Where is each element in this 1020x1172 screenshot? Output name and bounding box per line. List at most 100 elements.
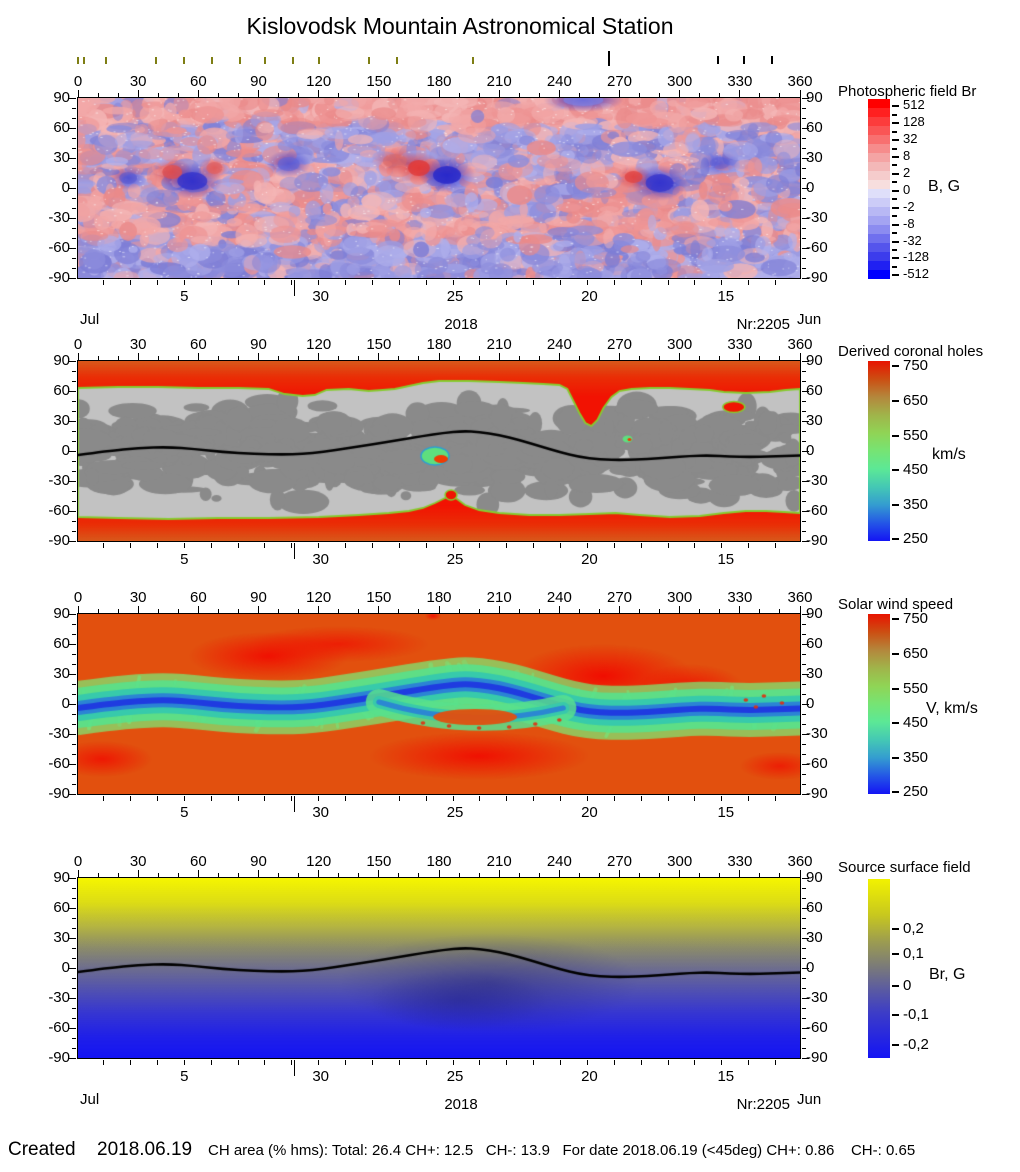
lat-tick-label: 60 [806, 382, 823, 399]
coronal-holes-map-frame [77, 360, 801, 542]
lat-tick-mark [72, 743, 76, 745]
lat-tick-mark [72, 107, 76, 109]
lat-tick-mark [69, 510, 76, 512]
lat-tick-label: 90 [806, 89, 823, 106]
lon-tick-label: 60 [189, 73, 207, 90]
month-boundary-tick [294, 280, 296, 296]
date-day-tick [183, 280, 185, 285]
source-surface-map-frame [77, 877, 801, 1059]
lon-tick-mark [237, 609, 239, 613]
lon-tick-mark [117, 609, 119, 613]
date-day-tick [371, 1060, 373, 1065]
lat-tick-label: -30 [806, 472, 828, 489]
lat-tick-mark [72, 693, 76, 695]
lat-tick-mark [802, 927, 806, 929]
lat-tick-mark [69, 937, 76, 939]
date-day-tick [291, 280, 293, 285]
date-day-tick [533, 1060, 535, 1065]
lon-tick-label: 150 [366, 73, 392, 90]
lon-tick-mark [137, 90, 139, 97]
coronal-holes-map [78, 361, 800, 541]
lon-tick-mark [378, 90, 380, 97]
lat-tick-mark [802, 460, 806, 462]
lat-tick-label: 90 [806, 352, 823, 369]
date-day-tick [398, 796, 400, 801]
lon-tick-mark [619, 90, 620, 97]
date-label: 15 [717, 288, 735, 305]
colorbar-title-solar-wind: Solar wind speed [838, 596, 954, 613]
date-day-tick [237, 796, 239, 801]
lat-tick-mark [72, 227, 76, 229]
lon-tick-label: 240 [546, 336, 572, 353]
lat-tick-mark [802, 653, 806, 655]
date-day-tick [775, 280, 777, 285]
colorbar-segment [868, 153, 890, 162]
lon-tick-label: 330 [727, 853, 753, 870]
lat-tick-mark [72, 197, 76, 199]
lat-tick-mark [802, 267, 806, 269]
lat-tick-mark [802, 713, 806, 715]
lon-tick-mark [759, 873, 761, 877]
colorbar-tick-label: -8 [903, 215, 915, 231]
month-boundary-tick [294, 1060, 296, 1076]
date-day-tick [318, 543, 320, 548]
lon-tick-mark [438, 90, 440, 97]
lon-tick-mark [739, 90, 741, 97]
lat-tick-mark [69, 450, 76, 452]
lat-tick-label: 0 [806, 179, 815, 196]
lat-tick-mark [802, 793, 809, 795]
lon-tick-mark [258, 90, 259, 97]
date-day-tick [479, 543, 481, 548]
lat-tick-mark [72, 753, 76, 755]
lat-tick-mark [69, 420, 76, 422]
lat-tick-label: 60 [53, 635, 70, 652]
date-day-tick [425, 543, 427, 548]
lon-tick-mark [639, 93, 641, 97]
colorbar-segment [868, 144, 890, 153]
lat-tick-mark [72, 887, 76, 889]
ruler-tick [155, 57, 158, 64]
lon-tick-mark [518, 873, 520, 877]
lon-tick-label: 270 [606, 853, 633, 870]
lon-tick-mark [619, 870, 620, 877]
lon-tick-label: 30 [129, 853, 147, 870]
lat-tick-mark [802, 227, 806, 229]
lat-tick-mark [802, 773, 806, 775]
date-day-tick [291, 543, 293, 548]
lon-tick-mark [197, 870, 199, 877]
date-day-tick [264, 1060, 266, 1065]
lon-tick-mark [498, 606, 500, 613]
colorbar-tick-label: -0,1 [903, 1006, 929, 1024]
lon-tick-mark [97, 93, 99, 97]
lon-tick-mark [719, 356, 721, 360]
colorbar-segment [868, 198, 890, 207]
colorbar-tick-label: 650 [903, 644, 929, 662]
lat-tick-mark [802, 643, 809, 645]
lat-tick-label: -60 [806, 755, 828, 772]
lon-tick-mark [418, 873, 420, 877]
date-day-tick [318, 796, 320, 801]
colorbar-tick-label: -2 [903, 198, 915, 214]
lon-tick-label: 240 [546, 589, 572, 606]
lat-tick-mark [802, 977, 806, 979]
lon-tick-mark [458, 873, 460, 877]
date-day-tick [694, 796, 696, 801]
lat-tick-mark [802, 540, 809, 542]
lon-tick-mark [759, 609, 761, 613]
lon-tick-mark [378, 353, 380, 360]
lon-tick-mark [458, 93, 460, 97]
colorbar-tick-label: 350 [903, 495, 929, 513]
colorbar-tick [892, 189, 899, 192]
lon-tick-label: 150 [366, 336, 392, 353]
lon-tick-label: 240 [546, 853, 572, 870]
lat-tick-mark [69, 217, 76, 219]
date-day-tick [667, 280, 669, 285]
lon-tick-mark [338, 873, 340, 877]
lon-tick-mark [298, 873, 300, 877]
date-day-tick [345, 543, 347, 548]
date-day-tick [694, 1060, 696, 1065]
lat-tick-mark [802, 520, 806, 522]
lat-tick-mark [802, 723, 806, 725]
lat-tick-mark [69, 613, 76, 615]
lon-tick-mark [498, 870, 500, 877]
